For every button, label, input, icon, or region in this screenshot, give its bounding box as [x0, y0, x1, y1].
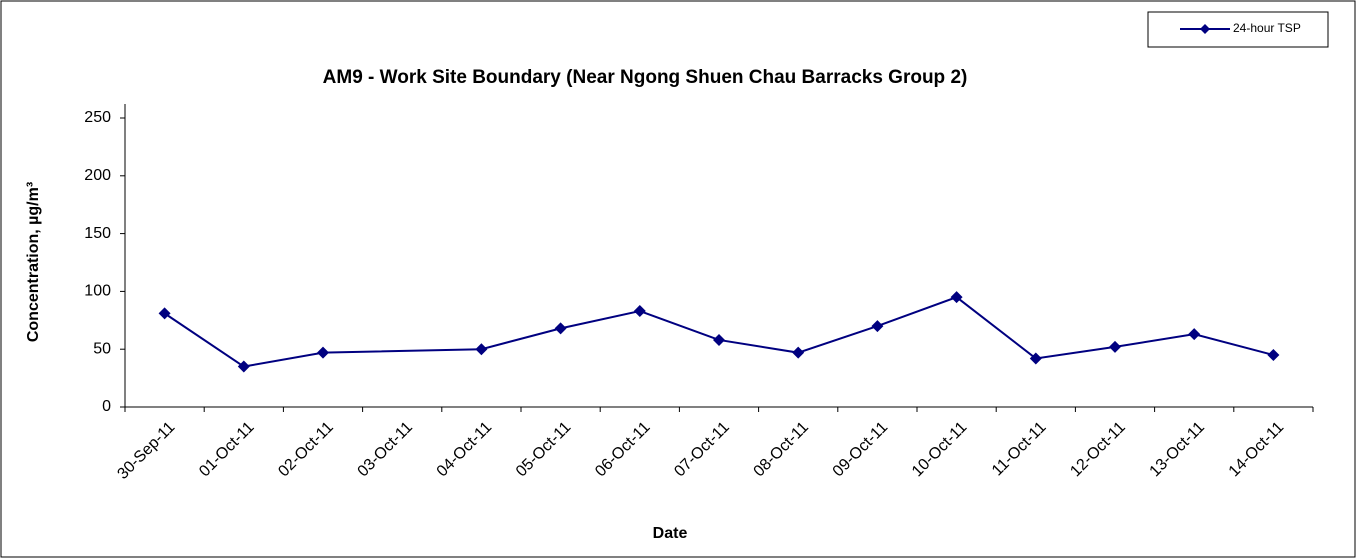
marker — [1029, 352, 1042, 365]
y-tick-label: 250 — [84, 109, 111, 126]
marker — [554, 322, 567, 335]
marker — [950, 291, 963, 304]
marker — [713, 333, 725, 346]
marker — [1267, 348, 1280, 361]
marker — [158, 307, 171, 320]
marker — [317, 346, 329, 359]
marker — [633, 305, 646, 318]
marker — [237, 360, 250, 373]
series-line — [164, 296, 1274, 368]
marker — [475, 343, 488, 356]
chart-title: AM9 - Work Site Boundary (Near Ngong Shu… — [323, 67, 968, 88]
y-axis-label: Concentration, µg/m³ — [25, 182, 42, 342]
marker — [1109, 340, 1121, 353]
y-tick-label: 0 — [102, 398, 111, 415]
marker — [871, 320, 884, 333]
y-tick-label: 150 — [84, 225, 111, 242]
x-axis-label: Date — [653, 525, 688, 542]
marker — [1188, 328, 1201, 341]
marker — [792, 346, 805, 359]
legend-box — [1147, 11, 1329, 48]
legend-marker — [1200, 24, 1210, 34]
y-tick-label: 200 — [84, 167, 111, 184]
legend-label: 24-hour TSP — [1233, 21, 1301, 35]
y-tick-label: 100 — [84, 283, 111, 300]
y-tick-label: 50 — [93, 340, 111, 357]
